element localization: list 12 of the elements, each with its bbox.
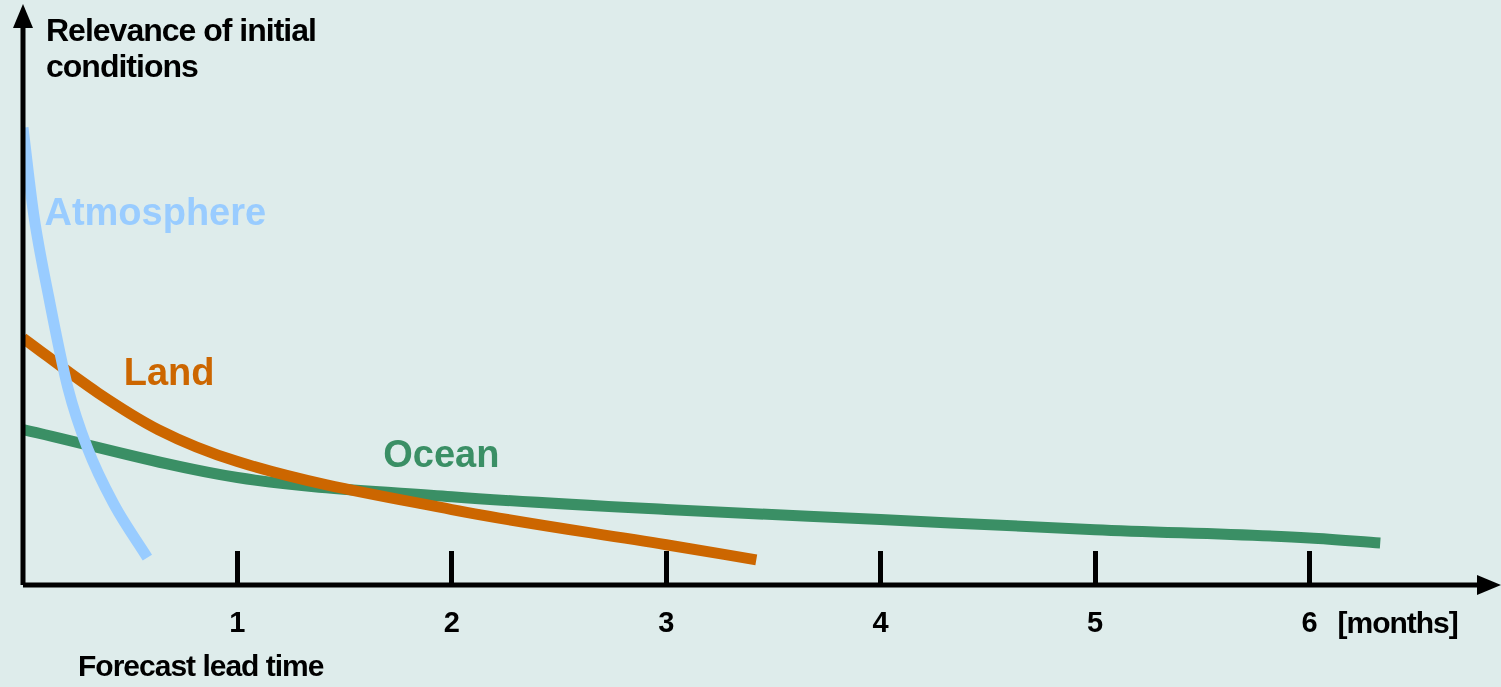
x-tick-label: 6 (1301, 606, 1318, 639)
x-tick-label: 4 (872, 606, 889, 639)
x-tick-label: 1 (229, 606, 246, 639)
x-axis-title: Forecast lead time (78, 648, 324, 684)
text: [months] (1337, 605, 1458, 641)
x-tick-label: 2 (443, 606, 460, 639)
series-label: Atmosphere (44, 191, 267, 234)
series-label: Land (123, 351, 215, 394)
series-label: Ocean (383, 433, 500, 476)
x-tick-label: 5 (1086, 606, 1104, 639)
x-tick-label: 3 (658, 606, 675, 639)
y-axis-title: Relevance of initial conditions (46, 12, 317, 84)
